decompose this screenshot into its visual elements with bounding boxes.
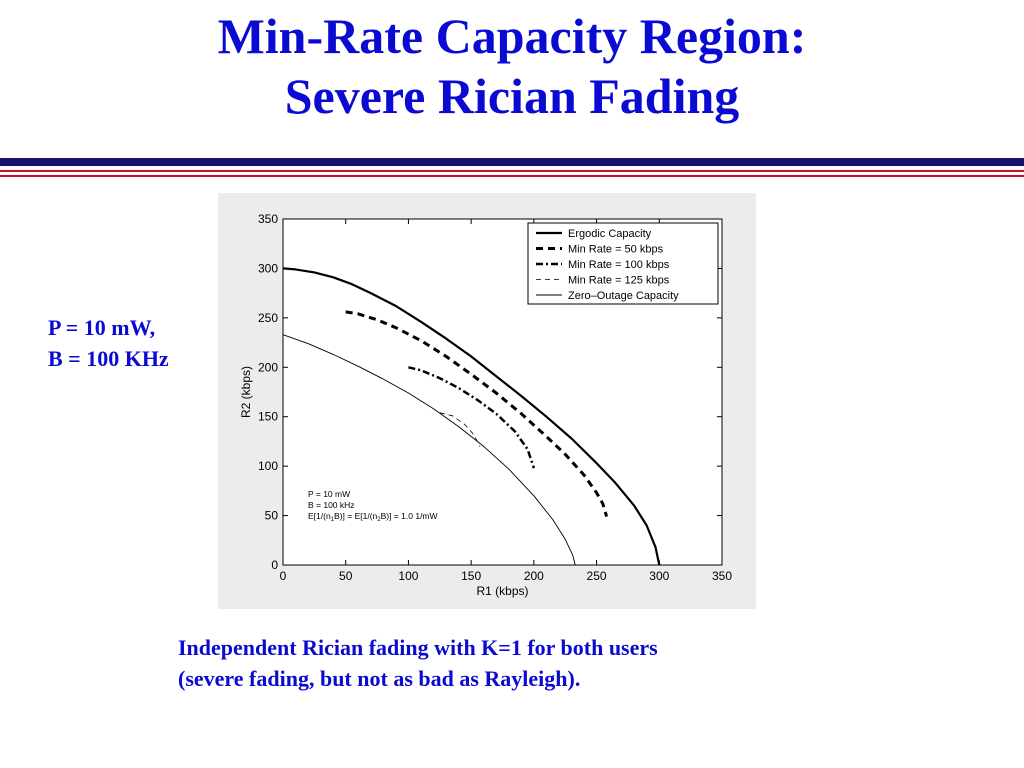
capacity-region-chart: 0 50 100 150 200 250 300 350 0 50 100 150 200 250 300 3… bbox=[239, 212, 732, 598]
legend: Ergodic Capacity Min Rate = 50 kbps Min Ra… bbox=[527, 222, 719, 305]
y-tick-label: 150 bbox=[258, 410, 278, 424]
legend-box bbox=[527, 222, 719, 305]
y-axis-label: R2 (kbps) bbox=[239, 366, 253, 418]
annotation-noise: E[1/(n1B)] = E[1/(n2B)] = 1.0 1/mW bbox=[308, 511, 438, 523]
annotation-bandwidth: B = 100 kHz bbox=[308, 500, 355, 510]
caption-line2: (severe fading, but not as bad as Raylei… bbox=[178, 666, 581, 691]
parameter-power: P = 10 mW, bbox=[48, 315, 156, 340]
legend-label: Min Rate = 125 kbps bbox=[568, 275, 670, 287]
y-tick-label: 250 bbox=[258, 311, 278, 325]
x-tick-label: 200 bbox=[524, 569, 544, 583]
annotation-text: P = 10 mW B = 100 kHz E[1/(n1B)] = E[1/(… bbox=[308, 489, 438, 523]
slide-title-line1: Min-Rate Capacity Region: bbox=[217, 8, 807, 64]
x-tick-label: 50 bbox=[339, 569, 353, 583]
y-tick-label: 350 bbox=[258, 212, 278, 226]
legend-label: Min Rate = 50 kbps bbox=[568, 244, 664, 256]
parameter-bandwidth: B = 100 KHz bbox=[48, 346, 169, 371]
x-tick-label: 350 bbox=[712, 569, 732, 583]
slide-title: Min-Rate Capacity Region: Severe Rician … bbox=[0, 6, 1024, 126]
y-tick-label: 100 bbox=[258, 459, 278, 473]
series-line-2 bbox=[408, 366, 536, 469]
parameter-text: P = 10 mW, B = 100 KHz bbox=[48, 312, 169, 374]
legend-label: Min Rate = 100 kbps bbox=[568, 259, 670, 271]
x-tick-label: 0 bbox=[280, 569, 287, 583]
y-tick-label: 300 bbox=[258, 261, 278, 275]
caption: Independent Rician fading with K=1 for b… bbox=[178, 632, 818, 694]
header-rule-red-top bbox=[0, 170, 1024, 172]
x-tick-label: 300 bbox=[649, 569, 669, 583]
series-line-1 bbox=[345, 310, 609, 518]
annotation-power: P = 10 mW bbox=[308, 489, 350, 499]
series-line-3 bbox=[439, 412, 481, 447]
legend-label: Ergodic Capacity bbox=[568, 228, 652, 240]
series-line-0 bbox=[282, 267, 661, 566]
y-tick-label: 50 bbox=[265, 509, 279, 523]
header-rule-navy bbox=[0, 158, 1024, 166]
header-rule-red-bottom bbox=[0, 175, 1024, 177]
legend-label: Zero–Outage Capacity bbox=[568, 290, 679, 302]
y-tick-label: 200 bbox=[258, 360, 278, 374]
slide-title-line2: Severe Rician Fading bbox=[284, 68, 740, 124]
y-tick-label: 0 bbox=[271, 558, 278, 572]
caption-line1: Independent Rician fading with K=1 for b… bbox=[178, 635, 658, 660]
chart-figure: 0 50 100 150 200 250 300 350 0 50 100 150 200 250 300 3… bbox=[218, 193, 756, 609]
x-tick-label: 250 bbox=[587, 569, 607, 583]
x-tick-label: 100 bbox=[398, 569, 418, 583]
x-axis-label: R1 (kbps) bbox=[476, 584, 528, 598]
series-line-4 bbox=[282, 334, 576, 566]
x-tick-label: 150 bbox=[461, 569, 481, 583]
